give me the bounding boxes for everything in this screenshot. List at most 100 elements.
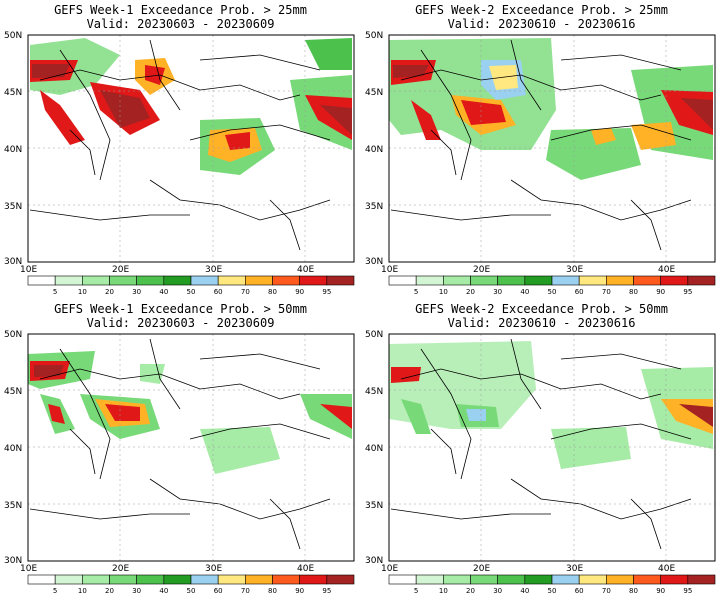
svg-text:30N: 30N <box>4 257 22 267</box>
colorbar-swatch <box>633 275 661 286</box>
colorbar-label: 60 <box>214 288 223 296</box>
country-borders <box>29 338 331 550</box>
colorbar-swatch <box>470 574 498 585</box>
colorbar-swatch <box>443 574 471 585</box>
svg-text:10E: 10E <box>381 564 398 574</box>
map-frame: 50N 45N 40N 35N 30N 10E 20E 30E 40E 5 10 2… <box>365 31 716 296</box>
colorbar-swatch <box>54 275 83 286</box>
latitude-labels: 50N 45N 40N 35N 30N <box>365 330 383 566</box>
svg-text:40N: 40N <box>4 444 22 454</box>
country-borders <box>29 39 331 251</box>
colorbar-label: 20 <box>105 288 114 296</box>
longitude-labels: 10E 20E 30E 40E <box>381 265 675 275</box>
svg-text:30N: 30N <box>365 556 383 566</box>
colorbar-swatch <box>551 275 580 286</box>
map-border <box>388 333 716 562</box>
panel-title: GEFS Week-2 Exceedance Prob. > 50mm <box>415 302 668 316</box>
svg-text:40N: 40N <box>4 145 22 155</box>
svg-text:35N: 35N <box>365 202 383 212</box>
svg-text:30E: 30E <box>205 564 222 574</box>
svg-text:50N: 50N <box>4 330 22 340</box>
colorbar-swatch <box>326 275 355 286</box>
colorbar-label: 5 <box>53 288 57 296</box>
colorbar-swatch <box>606 574 634 585</box>
colorbar-label: 90 <box>656 587 665 595</box>
latitude-labels: 50N 45N 40N 35N 30N <box>4 330 22 566</box>
colorbar-swatch <box>82 574 110 585</box>
colorbar-swatch <box>136 574 165 585</box>
svg-text:10E: 10E <box>20 265 37 275</box>
panel-valid-dates: Valid: 20230610 - 20230616 <box>447 17 636 31</box>
svg-text:35N: 35N <box>4 501 22 511</box>
colorbar-label: 80 <box>629 587 638 595</box>
colorbar-label: 20 <box>105 587 114 595</box>
colorbar-label: 40 <box>520 288 529 296</box>
probability-shading <box>30 38 352 175</box>
colorbar-swatch <box>190 574 219 585</box>
colorbar-swatch <box>272 574 300 585</box>
colorbar-label: 70 <box>241 288 250 296</box>
lat-lon-grid <box>389 35 715 262</box>
probability-shading <box>389 341 713 469</box>
map-frame: 50N 45N 40N 35N 30N 10E 20E 30E 40E 5 10 2… <box>365 330 716 595</box>
svg-text:20E: 20E <box>473 564 490 574</box>
colorbar-swatch <box>299 574 328 585</box>
colorbar-swatch <box>217 275 246 286</box>
lat-lon-grid <box>28 35 354 262</box>
colorbar-label: 30 <box>132 587 141 595</box>
svg-text:40E: 40E <box>297 265 314 275</box>
colorbar-label: 30 <box>493 587 502 595</box>
panel-valid-dates: Valid: 20230603 - 20230609 <box>86 316 275 330</box>
colorbar-swatch <box>497 574 526 585</box>
colorbar-label: 5 <box>414 587 418 595</box>
probability-shading <box>28 351 352 474</box>
colorbar-label: 40 <box>159 288 168 296</box>
svg-text:40N: 40N <box>365 444 383 454</box>
map-border <box>27 34 355 263</box>
colorbar-label: 5 <box>414 288 418 296</box>
colorbar-label: 10 <box>439 288 448 296</box>
colorbar-label: 50 <box>187 288 196 296</box>
panel-valid-dates: Valid: 20230610 - 20230616 <box>447 316 636 330</box>
colorbar-swatch <box>660 574 689 585</box>
panel-valid-dates: Valid: 20230603 - 20230609 <box>86 17 275 31</box>
colorbar: 5 10 20 30 40 50 60 70 80 90 95 <box>388 275 716 296</box>
colorbar-swatch <box>190 275 219 286</box>
colorbar-label: 80 <box>629 288 638 296</box>
svg-text:40E: 40E <box>297 564 314 574</box>
colorbar-label: 40 <box>159 587 168 595</box>
colorbar-label: 50 <box>187 587 196 595</box>
colorbar-label: 60 <box>214 587 223 595</box>
colorbar-label: 40 <box>520 587 529 595</box>
svg-text:50N: 50N <box>365 330 383 340</box>
svg-text:30N: 30N <box>4 556 22 566</box>
svg-text:50N: 50N <box>365 31 383 41</box>
colorbar-swatch <box>497 275 526 286</box>
colorbar-swatch <box>299 275 328 286</box>
colorbar-swatch <box>82 275 110 286</box>
colorbar-label: 10 <box>78 288 87 296</box>
colorbar-label: 95 <box>683 587 692 595</box>
colorbar-label: 90 <box>656 288 665 296</box>
colorbar-swatch <box>687 574 716 585</box>
colorbar-swatch <box>606 275 634 286</box>
colorbar-swatch <box>443 275 471 286</box>
colorbar-label: 60 <box>575 587 584 595</box>
svg-text:30E: 30E <box>566 265 583 275</box>
panel-week1-25mm: GEFS Week-1 Exceedance Prob. > 25mm Vali… <box>0 0 361 299</box>
longitude-labels: 10E 20E 30E 40E <box>20 564 314 574</box>
svg-text:45N: 45N <box>4 88 22 98</box>
colorbar-label: 80 <box>268 288 277 296</box>
colorbar-swatch <box>27 275 56 286</box>
colorbar-label: 70 <box>241 587 250 595</box>
longitude-labels: 10E 20E 30E 40E <box>20 265 314 275</box>
map-border <box>27 333 355 562</box>
colorbar-swatch <box>54 574 83 585</box>
colorbar-label: 10 <box>78 587 87 595</box>
svg-text:40E: 40E <box>658 564 675 574</box>
colorbar-label: 70 <box>602 587 611 595</box>
svg-text:45N: 45N <box>4 387 22 397</box>
colorbar-label: 90 <box>295 288 304 296</box>
country-borders <box>390 338 692 550</box>
map-frame: 50N 45N 40N 35N 30N 10E 20E 30E 40E 5 10 2… <box>4 330 355 595</box>
